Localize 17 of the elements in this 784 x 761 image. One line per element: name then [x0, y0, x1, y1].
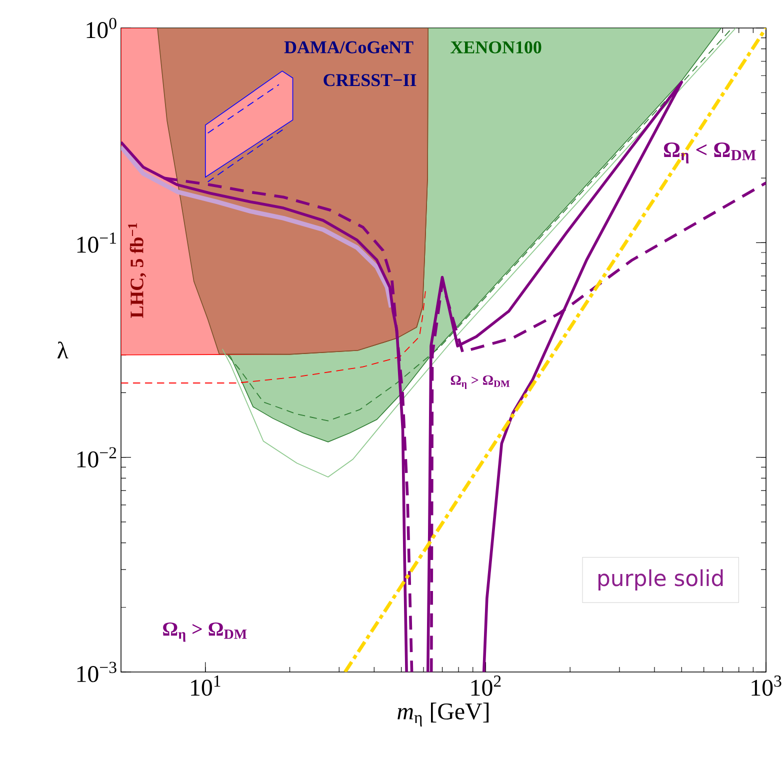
- annotation: LHC, 5 fb$^{−1}$: [128, 223, 146, 318]
- y-tick-label: 10$^{−1}$: [77, 232, 116, 253]
- annotation: Ω$_{η}$ > Ω$_{DM}$: [450, 375, 510, 389]
- x-tick-label: 10$^{2}$: [471, 676, 501, 696]
- y-tick-label: 10$^{−3}$: [77, 662, 116, 682]
- annotation: CRESST−II: [324, 74, 416, 86]
- y-tick-label: 10$^{0}$: [86, 18, 116, 38]
- x-axis-title: m$_{η}$ [GeV]: [398, 702, 489, 727]
- annotation: DAMA/CoGeNT: [284, 41, 414, 54]
- annotation: Ω$_{η}$ > Ω$_{DM}$: [163, 622, 247, 642]
- annotation: XENON100: [450, 41, 542, 54]
- x-tick-label: 10$^{3}$: [752, 676, 782, 696]
- annotation: purple solid: [598, 569, 723, 591]
- y-tick-label: 10$^{−2}$: [77, 447, 116, 468]
- x-tick-label: 10$^{1}$: [191, 676, 220, 696]
- annotation: Ω$_{η}$ < Ω$_{DM}$: [664, 142, 756, 164]
- y-axis-title: λ: [57, 342, 68, 358]
